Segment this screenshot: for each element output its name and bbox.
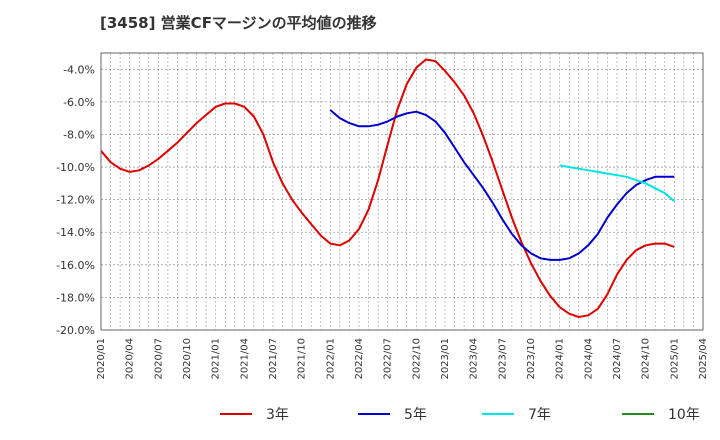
plot-frame xyxy=(100,52,704,331)
x-tick-label: 2024/07 xyxy=(612,338,623,380)
x-tick-label: 2020/10 xyxy=(182,338,193,380)
x-tick-label: 2023/07 xyxy=(497,338,508,380)
x-tick-label: 2021/04 xyxy=(239,338,250,380)
x-tick-label: 2025/04 xyxy=(698,338,709,380)
plot-lines xyxy=(100,58,675,318)
x-tick-label: 2024/04 xyxy=(583,338,594,380)
x-tick-label: 2024/01 xyxy=(555,338,566,380)
y-tick-label: -4.0% xyxy=(63,63,95,76)
y-tick-label: -12.0% xyxy=(56,194,95,207)
x-tick-label: 2023/04 xyxy=(469,338,480,380)
y-tick-label: -6.0% xyxy=(63,96,95,109)
series-line-3 xyxy=(559,164,675,203)
legend-label: 10年 xyxy=(668,407,700,423)
series-line-2 xyxy=(329,109,675,261)
y-tick-label: -14.0% xyxy=(56,226,95,239)
x-axis: 2020/01 2020/04 2020/07 2020/10 2021/01 2021/… xyxy=(96,338,709,380)
y-tick-label: -8.0% xyxy=(63,128,95,141)
series-line-1 xyxy=(100,58,675,318)
x-tick-label: 2025/01 xyxy=(669,338,680,380)
x-tick-label: 2022/01 xyxy=(325,338,336,380)
x-tick-label: 2020/04 xyxy=(125,338,136,380)
x-tick-label: 2020/07 xyxy=(153,338,164,380)
legend-label: 3年 xyxy=(266,407,289,423)
y-axis: -4.0% -6.0% -8.0% -10.0% -12.0% -14.0% -16.0% -… xyxy=(56,63,95,337)
y-tick-label: -20.0% xyxy=(56,324,95,337)
x-tick-label: 2021/07 xyxy=(268,338,279,380)
chart-title: [3458] 営業CFマージンの平均値の推移 xyxy=(100,14,377,32)
y-tick-label: -10.0% xyxy=(56,161,95,174)
x-tick-label: 2021/01 xyxy=(211,338,222,380)
x-tick-label: 2022/10 xyxy=(411,338,422,380)
legend: 3年 5年 7年 10年 xyxy=(220,407,700,423)
y-tick-label: -18.0% xyxy=(56,291,95,304)
x-tick-label: 2022/04 xyxy=(354,338,365,380)
x-tick-label: 2023/10 xyxy=(526,338,537,380)
legend-label: 5年 xyxy=(404,407,427,423)
y-tick-label: -16.0% xyxy=(56,259,95,272)
x-tick-label: 2020/01 xyxy=(96,338,107,380)
x-tick-label: 2022/07 xyxy=(383,338,394,380)
x-tick-label: 2023/01 xyxy=(440,338,451,380)
legend-label: 7年 xyxy=(528,407,551,423)
x-tick-label: 2021/10 xyxy=(297,338,308,380)
x-tick-label: 2024/10 xyxy=(641,338,652,380)
